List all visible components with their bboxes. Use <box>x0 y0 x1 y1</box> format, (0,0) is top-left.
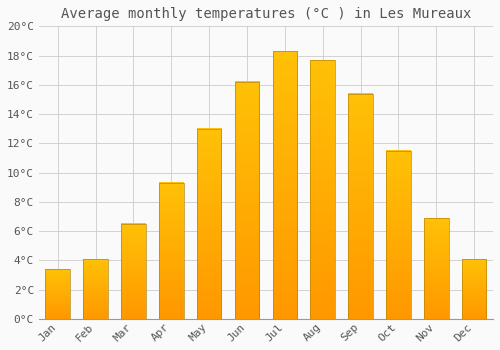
Bar <box>310 60 335 319</box>
Bar <box>424 218 448 319</box>
Title: Average monthly temperatures (°C ) in Les Mureaux: Average monthly temperatures (°C ) in Le… <box>60 7 471 21</box>
Bar <box>462 259 486 319</box>
Bar <box>386 150 410 319</box>
Bar <box>197 129 222 319</box>
Bar <box>272 51 297 319</box>
Bar <box>159 183 184 319</box>
Bar <box>234 82 260 319</box>
Bar <box>348 93 373 319</box>
Bar <box>46 269 70 319</box>
Bar <box>84 259 108 319</box>
Bar <box>121 224 146 319</box>
